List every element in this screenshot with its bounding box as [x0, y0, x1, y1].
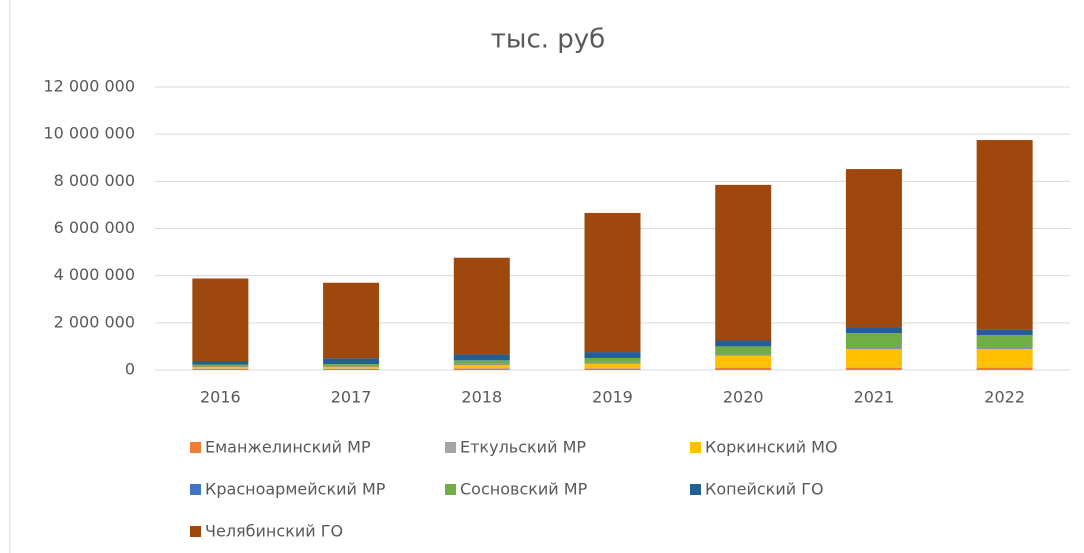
y-tick-label: 12 000 000 — [43, 77, 135, 96]
legend-label: Коркинский МО — [705, 438, 838, 457]
bar-segment — [453, 364, 510, 369]
bar-segment — [584, 363, 641, 369]
bar-segment — [192, 364, 249, 366]
bar-segment — [976, 348, 1033, 368]
bar-segment — [976, 140, 1033, 330]
bar-segment — [323, 282, 380, 359]
y-tick-label: 4 000 000 — [54, 265, 135, 284]
bar-segment — [845, 332, 902, 349]
bar-segment — [845, 348, 902, 349]
bar-segment — [976, 348, 1033, 349]
bar-segment — [453, 354, 510, 361]
bar-segment — [323, 364, 380, 366]
x-tick-label: 2020 — [723, 388, 764, 407]
legend-label: Еткульский МР — [460, 438, 586, 457]
bar-segment — [845, 169, 902, 328]
x-tick-label: 2018 — [461, 388, 502, 407]
bar-segment — [192, 366, 249, 369]
legend-swatch — [690, 442, 701, 453]
y-tick-label: 2 000 000 — [54, 312, 135, 331]
bar-segment — [976, 329, 1033, 336]
bar-segment — [715, 346, 772, 355]
bar-segment — [845, 367, 902, 370]
bar-segment — [976, 367, 1033, 370]
bar-segment — [192, 278, 249, 362]
bar-segment — [584, 362, 641, 364]
y-tick-label: 0 — [125, 360, 135, 379]
bar-segment — [584, 357, 641, 363]
legend-label: Еманжелинский МР — [205, 438, 371, 457]
bar-segment — [453, 368, 510, 370]
legend-swatch — [190, 484, 201, 495]
bar-segment — [192, 361, 249, 365]
bar-segment — [845, 348, 902, 368]
bar-segment — [715, 354, 772, 356]
bar-segment — [453, 363, 510, 365]
chart-title: тыс. руб — [491, 25, 605, 55]
bar-segment — [192, 368, 249, 370]
bar-segment — [453, 360, 510, 364]
bar-segment — [715, 340, 772, 347]
legend-swatch — [190, 526, 201, 537]
bar-segment — [976, 335, 1033, 349]
bar-segment — [323, 368, 380, 370]
x-tick-label: 2017 — [331, 388, 372, 407]
bar-segment — [584, 368, 641, 370]
bar-segment — [453, 257, 510, 355]
legend-label: Челябинский ГО — [205, 522, 343, 541]
x-tick-label: 2021 — [854, 388, 895, 407]
legend-swatch — [690, 484, 701, 495]
y-tick-label: 6 000 000 — [54, 218, 135, 237]
bar-segment — [323, 366, 380, 369]
bar-segment — [845, 327, 902, 333]
y-tick-label: 10 000 000 — [43, 124, 135, 143]
legend-swatch — [190, 442, 201, 453]
legend-label: Красноармейский МР — [205, 480, 386, 499]
bar-segment — [715, 367, 772, 370]
legend-label: Копейский ГО — [705, 480, 824, 499]
x-tick-label: 2016 — [200, 388, 241, 407]
legend-swatch — [445, 484, 456, 495]
legend-swatch — [445, 442, 456, 453]
legend-label: Сосновский МР — [460, 480, 588, 499]
x-tick-label: 2019 — [592, 388, 633, 407]
y-tick-label: 8 000 000 — [54, 171, 135, 190]
bar-segment — [715, 355, 772, 368]
bar-segment — [584, 352, 641, 358]
bar-segment — [715, 184, 772, 341]
bar-segment — [323, 358, 380, 365]
x-tick-label: 2022 — [984, 388, 1025, 407]
bar-segment — [584, 212, 641, 353]
